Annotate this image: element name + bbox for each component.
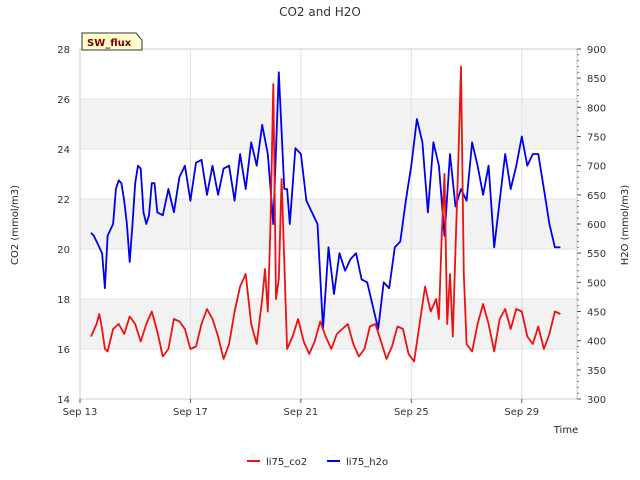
y-left-tick-label: 22	[57, 195, 70, 206]
badge-box	[81, 32, 143, 51]
legend: li75_co2 li75_h2o	[247, 457, 388, 468]
axes: 14 16 18 20 22 24 26 28 300 350 400 450 500 550 600 650…	[57, 45, 606, 418]
series-line-li75_co2	[90, 65, 561, 363]
plot-bands	[80, 99, 577, 349]
x-tick-label: Sep 25	[394, 407, 429, 418]
x-axis-label: Time	[553, 425, 578, 436]
y-left-tick-label: 18	[57, 295, 70, 306]
y-left-tick-label: 28	[57, 45, 70, 56]
plot-band	[80, 199, 577, 249]
y-right-tick-label: 850	[587, 74, 606, 85]
legend-label-h2o: li75_h2o	[346, 457, 388, 468]
y-right-tick-label: 550	[587, 249, 606, 260]
y-right-tick-label: 500	[587, 278, 606, 289]
y-right-tick-label: 750	[587, 133, 606, 144]
x-tick-label: Sep 29	[504, 407, 539, 418]
series-line-li75_h2o	[90, 71, 561, 330]
series-layer	[90, 65, 561, 363]
y-left-tick-label: 14	[57, 395, 70, 406]
y-left-tick-label: 16	[57, 345, 70, 356]
y-right-tick-label: 700	[587, 162, 606, 173]
y-left-tick-label: 20	[57, 245, 70, 256]
y-right-tick-label: 600	[587, 220, 606, 231]
legend-item-h2o: li75_h2o	[327, 457, 388, 468]
chart-title: CO2 and H2O	[279, 5, 361, 19]
y-right-tick-label: 650	[587, 191, 606, 202]
y-right-tick-label: 900	[587, 45, 606, 56]
y-right-tick-label: 400	[587, 337, 606, 348]
x-tick-label: Sep 21	[284, 407, 319, 418]
y-left-tick-label: 26	[57, 95, 70, 106]
y-axis-left-label: CO2 (mmol/m3)	[10, 185, 21, 265]
y-right-tick-label: 300	[587, 395, 606, 406]
plot-band	[80, 99, 577, 149]
x-tick-label: Sep 13	[63, 407, 98, 418]
y-right-tick-label: 350	[587, 366, 606, 377]
x-tick-label: Sep 17	[173, 407, 208, 418]
legend-label-co2: li75_co2	[266, 457, 307, 468]
badge-label: SW_flux	[87, 38, 132, 49]
legend-item-co2: li75_co2	[247, 457, 307, 468]
y-right-tick-label: 800	[587, 103, 606, 114]
badge: SW_flux	[81, 32, 143, 51]
y-right-tick-label: 450	[587, 308, 606, 319]
y-axis-right-label: H2O (mmol/m3)	[620, 185, 631, 266]
y-left-tick-label: 24	[57, 145, 70, 156]
